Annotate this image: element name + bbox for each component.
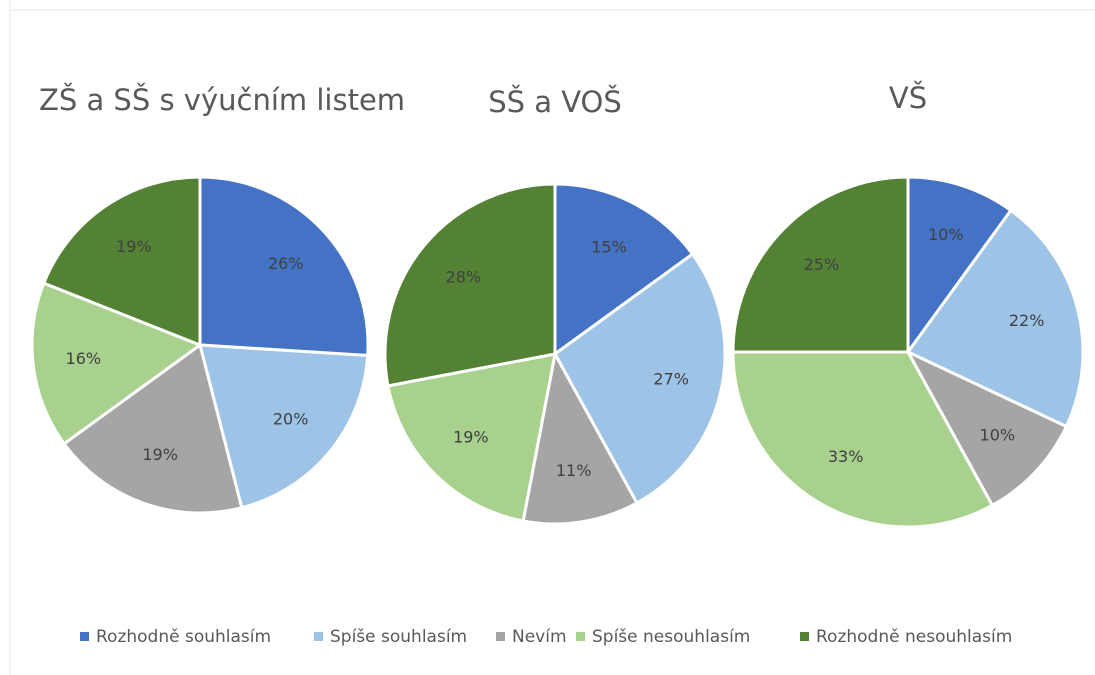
data-label: 22%: [1009, 311, 1045, 330]
legend-label: Spíše nesouhlasím: [592, 627, 750, 647]
legend-swatch: [80, 632, 89, 641]
legend-label: Rozhodně souhlasím: [96, 627, 271, 647]
legend-swatch: [800, 632, 809, 641]
data-label: 28%: [446, 268, 482, 287]
pie-slice: [731, 350, 995, 529]
pie-slice: [386, 352, 557, 523]
pie-slice: [906, 175, 1013, 357]
data-label: 20%: [273, 409, 309, 428]
legend-swatch: [496, 632, 505, 641]
data-label: 19%: [116, 237, 152, 256]
data-label: 15%: [591, 237, 627, 256]
pie-slice: [731, 175, 910, 354]
data-label: 11%: [556, 461, 592, 480]
chart-title: ZŠ a SŠ s výučním listem: [39, 83, 405, 117]
pie-slice: [904, 348, 1069, 508]
data-label: 19%: [453, 428, 489, 447]
chart-title: SŠ a VOŠ: [488, 85, 622, 119]
pie-slice: [553, 182, 695, 357]
legend-swatch: [314, 632, 323, 641]
pie-slice: [41, 175, 202, 348]
data-label: 19%: [142, 445, 178, 464]
data-label: 27%: [653, 369, 689, 388]
pie-slice: [521, 349, 639, 526]
pie-slice: [553, 251, 727, 506]
data-label: 10%: [980, 425, 1016, 444]
legend-swatch: [576, 632, 585, 641]
legend-label: Nevím: [512, 627, 567, 647]
legend-label: Spíše souhlasím: [330, 627, 467, 647]
data-label: 25%: [804, 255, 840, 274]
pie-slice: [198, 175, 370, 358]
legend-label: Rozhodně nesouhlasím: [816, 627, 1012, 647]
data-label: 10%: [928, 225, 964, 244]
pie-slice: [61, 342, 244, 515]
data-label: 16%: [66, 349, 102, 368]
data-label: 33%: [828, 447, 864, 466]
pie-slice: [30, 281, 204, 446]
chart-title: VŠ: [889, 81, 927, 115]
pie-slice: [383, 182, 557, 388]
pie-slice: [198, 343, 370, 510]
data-label: 26%: [268, 254, 304, 273]
